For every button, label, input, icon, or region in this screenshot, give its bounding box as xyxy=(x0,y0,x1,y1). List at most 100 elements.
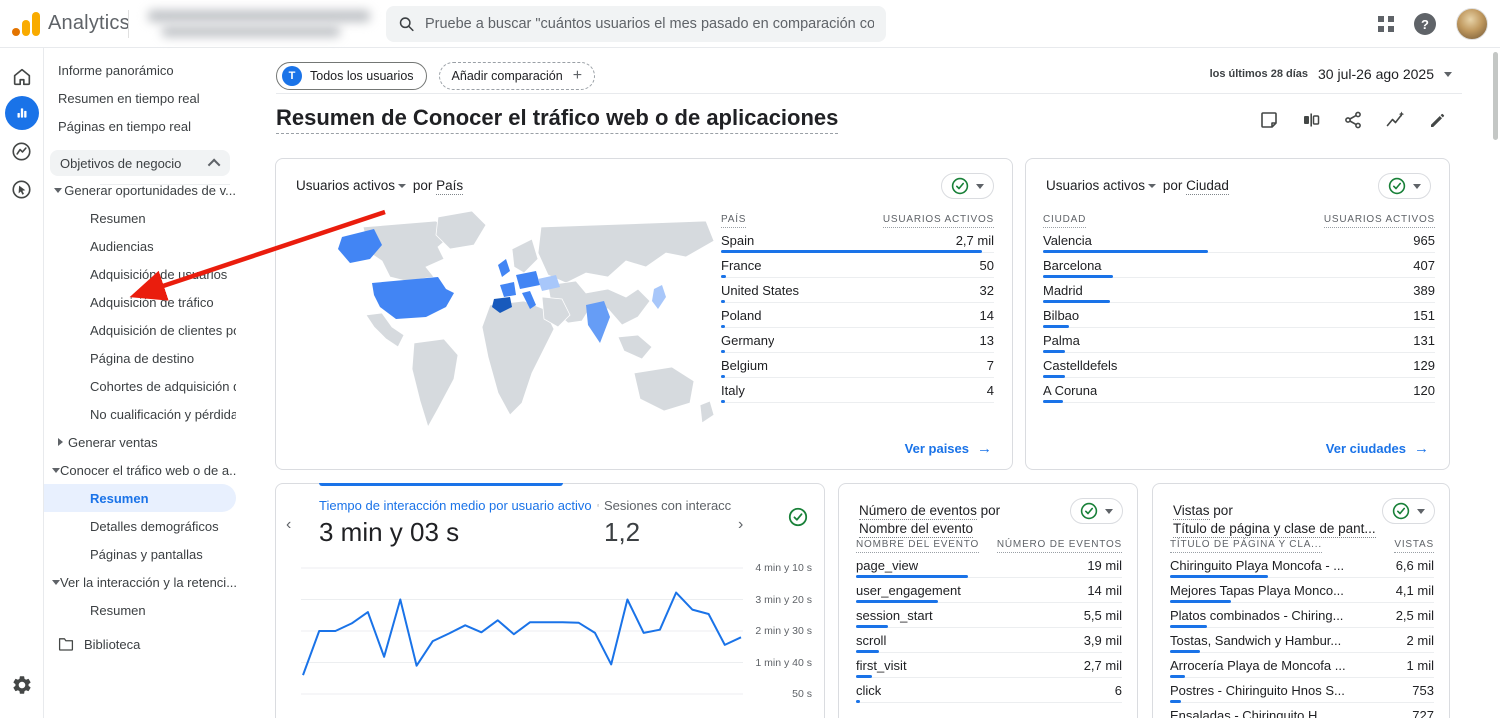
chevron-up-icon[interactable] xyxy=(207,158,221,171)
country-row[interactable]: France 50 xyxy=(721,253,994,278)
reports-icon-active[interactable] xyxy=(4,96,39,130)
avatar[interactable] xyxy=(1456,8,1488,40)
carousel-next-button[interactable]: › xyxy=(738,516,744,533)
sidebar-item[interactable]: No cualificación y pérdida ... xyxy=(44,400,236,428)
sidebar-item[interactable]: Generar oportunidades de v... xyxy=(44,176,236,204)
advertising-icon[interactable] xyxy=(5,172,39,206)
city-row[interactable]: Palma 131 xyxy=(1043,328,1435,353)
data-quality-chip[interactable] xyxy=(1070,498,1123,524)
tab-avg-engagement-time[interactable]: Tiempo de interacción medio por usuario … xyxy=(319,498,599,547)
sidebar-item[interactable]: Objetivos de negocio xyxy=(50,150,230,176)
apps-grid-icon[interactable] xyxy=(1378,16,1394,32)
edit-pencil-icon[interactable] xyxy=(1428,110,1448,130)
sidebar-item[interactable]: Cohortes de adquisición d... xyxy=(44,372,236,400)
column-header-views[interactable]: VISTAS xyxy=(1394,539,1434,553)
dimension-selector[interactable]: Ciudad xyxy=(1186,178,1229,195)
vertical-scrollbar[interactable] xyxy=(1493,52,1498,140)
city-row[interactable]: Castelldefels 129 xyxy=(1043,353,1435,378)
data-quality-chip[interactable] xyxy=(941,173,994,199)
country-row[interactable]: United States 32 xyxy=(721,278,994,303)
column-header-page-title[interactable]: TÍTULO DE PÁGINA Y CLA... xyxy=(1170,539,1322,553)
event-row[interactable]: first_visit 2,7 mil xyxy=(856,653,1122,678)
event-row[interactable]: click 6 xyxy=(856,678,1122,703)
column-header-event-count[interactable]: NÚMERO DE EVENTOS xyxy=(996,539,1122,553)
view-row[interactable]: Tostas, Sandwich y Hambur... 2 mil xyxy=(1170,628,1434,653)
dimension-selector[interactable]: Título de página y clase de pant... xyxy=(1173,521,1376,538)
ab-compare-icon[interactable] xyxy=(1301,110,1321,130)
expander-icon[interactable] xyxy=(52,438,68,446)
view-row[interactable]: Chiringuito Playa Moncofa - ... 6,6 mil xyxy=(1170,553,1434,578)
metric-selector[interactable]: Usuarios activos xyxy=(296,178,396,193)
dimension-selector[interactable]: País xyxy=(436,178,464,195)
event-row[interactable]: user_engagement 14 mil xyxy=(856,578,1122,603)
analytics-logo-icon[interactable] xyxy=(12,11,40,37)
search-bar[interactable] xyxy=(386,6,886,42)
note-icon[interactable] xyxy=(1259,110,1279,130)
view-countries-link[interactable]: Ver paises → xyxy=(904,440,992,457)
dimension-selector[interactable]: Nombre del evento xyxy=(859,521,974,538)
city-row[interactable]: Valencia 965 xyxy=(1043,228,1435,253)
sidebar-item[interactable]: Detalles demográficos xyxy=(44,512,236,540)
sidebar-item[interactable]: Adquisición de clientes pot... xyxy=(44,316,236,344)
add-comparison-chip[interactable]: Añadir comparación + xyxy=(438,62,596,90)
insights-icon[interactable] xyxy=(1385,110,1406,130)
sidebar-item[interactable]: Páginas y pantallas xyxy=(44,540,236,568)
expander-icon[interactable] xyxy=(52,187,64,193)
event-row[interactable]: page_view 19 mil xyxy=(856,553,1122,578)
tab-engaged-sessions[interactable]: Sesiones con interacción p 1,2 xyxy=(604,498,732,547)
country-row[interactable]: Belgium 7 xyxy=(721,353,994,378)
country-row[interactable]: Germany 13 xyxy=(721,328,994,353)
expander-icon[interactable] xyxy=(52,579,60,585)
world-map-choropleth[interactable] xyxy=(286,197,716,437)
search-input[interactable] xyxy=(424,16,874,32)
share-icon[interactable] xyxy=(1343,110,1363,130)
sidebar-item[interactable]: Resumen xyxy=(44,596,236,624)
city-row[interactable]: Madrid 389 xyxy=(1043,278,1435,303)
country-row[interactable]: Italy 4 xyxy=(721,378,994,403)
data-quality-chip[interactable] xyxy=(1378,173,1431,199)
sidebar-item[interactable]: Conocer el tráfico web o de a... xyxy=(44,456,236,484)
account-name-redacted[interactable] xyxy=(148,10,370,22)
view-row[interactable]: Platos combinados - Chiring... 2,5 mil xyxy=(1170,603,1434,628)
sidebar-item[interactable]: Biblioteca xyxy=(44,630,236,658)
date-range-picker[interactable]: los últimos 28 días 30 jul-26 ago 2025 xyxy=(1210,66,1452,82)
sidebar-item[interactable]: Adquisición de tráfico xyxy=(44,288,236,316)
event-row[interactable]: scroll 3,9 mil xyxy=(856,628,1122,653)
sidebar-item[interactable]: Página de destino xyxy=(44,344,236,372)
data-quality-chip[interactable] xyxy=(788,504,808,530)
metric-selector[interactable]: Vistas xyxy=(1173,503,1210,520)
sidebar-item[interactable]: Adquisición de usuarios xyxy=(44,260,236,288)
engagement-line-chart[interactable] xyxy=(301,561,743,717)
view-row[interactable]: Ensaladas - Chiringuito H... 727 xyxy=(1170,703,1434,718)
settings-gear-icon[interactable] xyxy=(5,668,39,702)
property-name-redacted[interactable] xyxy=(162,26,340,37)
view-row[interactable]: Mejores Tapas Playa Monco... 4,1 mil xyxy=(1170,578,1434,603)
metric-selector[interactable]: Número de eventos xyxy=(859,503,977,520)
sidebar-item[interactable]: Ver la interacción y la retenci... xyxy=(44,568,236,596)
country-row[interactable]: Poland 14 xyxy=(721,303,994,328)
sidebar-item[interactable]: Informe panorámico xyxy=(44,56,236,84)
city-row[interactable]: Barcelona 407 xyxy=(1043,253,1435,278)
sidebar-item[interactable]: Resumen en tiempo real xyxy=(44,84,236,112)
view-row[interactable]: Postres - Chiringuito Hnos S... 753 xyxy=(1170,678,1434,703)
expander-icon[interactable] xyxy=(52,467,60,473)
event-row[interactable]: session_start 5,5 mil xyxy=(856,603,1122,628)
data-quality-chip[interactable] xyxy=(1382,498,1435,524)
view-cities-link[interactable]: Ver ciudades → xyxy=(1325,440,1429,457)
sidebar-item[interactable]: Resumen xyxy=(44,204,236,232)
city-row[interactable]: Bilbao 151 xyxy=(1043,303,1435,328)
view-row[interactable]: Arrocería Playa de Moncofa ... 1 mil xyxy=(1170,653,1434,678)
sidebar-item[interactable]: Generar ventas xyxy=(44,428,236,456)
sidebar-item-active[interactable]: Resumen xyxy=(44,484,236,512)
explore-icon[interactable] xyxy=(5,134,39,168)
segment-chip-all-users[interactable]: T Todos los usuarios xyxy=(276,62,427,90)
column-header-country[interactable]: PAÍS xyxy=(721,214,747,228)
column-header-active-users[interactable]: USUARIOS ACTIVOS xyxy=(882,214,994,228)
home-icon[interactable] xyxy=(5,60,39,94)
carousel-prev-button[interactable]: ‹ xyxy=(286,516,292,533)
city-row[interactable]: A Coruna 120 xyxy=(1043,378,1435,403)
help-button[interactable]: ? xyxy=(1414,13,1436,35)
country-row[interactable]: Spain 2,7 mil xyxy=(721,228,994,253)
column-header-event-name[interactable]: NOMBRE DEL EVENTO xyxy=(856,539,980,553)
sidebar-item[interactable]: Audiencias xyxy=(44,232,236,260)
